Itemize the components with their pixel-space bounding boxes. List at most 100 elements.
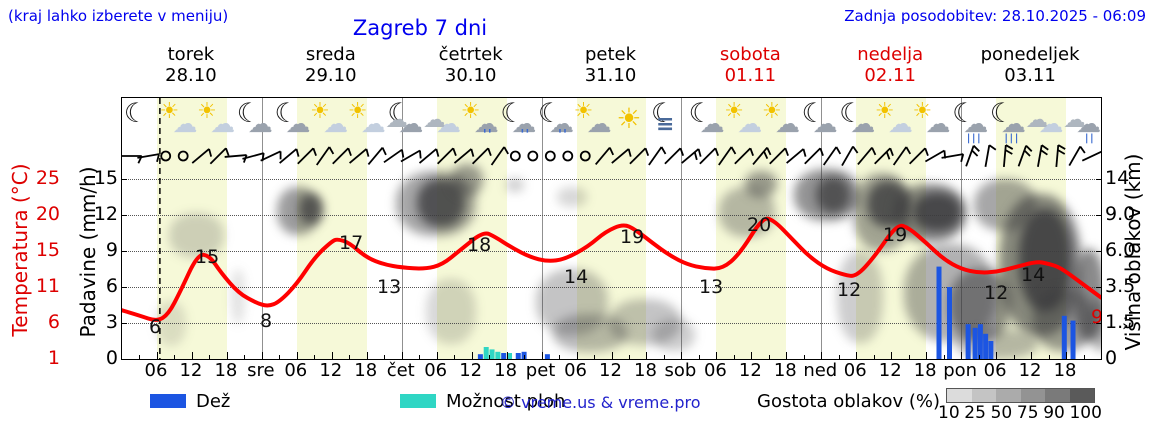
icon-part: ☀ bbox=[724, 99, 745, 124]
icon-part: ☁ bbox=[398, 109, 424, 138]
weather-icon-moon-rain-heavy: ☾ ☁ ||| bbox=[988, 100, 1026, 144]
day-header-text: 30.10 bbox=[444, 65, 497, 86]
wind-barb-tick bbox=[1040, 149, 1048, 156]
wind-barb-tick bbox=[697, 148, 702, 157]
rain-bar bbox=[972, 327, 978, 359]
precip-tick-label: 9 bbox=[105, 239, 118, 261]
wind-barb-tick bbox=[627, 148, 632, 157]
wind-barb bbox=[734, 147, 752, 165]
axis-tick-mark bbox=[821, 352, 823, 359]
hour-tick-label: 12 bbox=[599, 360, 622, 381]
wind-barb bbox=[857, 146, 873, 166]
temp-value-label: 6 bbox=[149, 316, 162, 338]
wind-barb-tick bbox=[905, 146, 912, 155]
daylight-band bbox=[156, 98, 227, 359]
showers-bar bbox=[489, 349, 495, 359]
icon-part: ☁ bbox=[172, 109, 198, 138]
axis-tick-mark bbox=[174, 355, 176, 359]
weather-icon-moon-cloud: ☾ ☁ bbox=[837, 100, 875, 144]
wind-barb-tick bbox=[852, 145, 859, 154]
wind-barb-tick bbox=[871, 147, 877, 156]
wind-barb-tick bbox=[988, 144, 997, 151]
wind-barb-tick bbox=[730, 146, 737, 155]
wind-barb-tick bbox=[924, 147, 929, 157]
precip-tick-label: 0 bbox=[105, 347, 118, 369]
wind-barb-tick bbox=[1005, 144, 1014, 150]
icon-part: ||| bbox=[966, 133, 983, 144]
daylight-band bbox=[436, 98, 507, 359]
axis-tick-mark bbox=[873, 355, 875, 359]
axis-tick-mark bbox=[349, 355, 351, 359]
cloud-tick-label: 1.5 bbox=[1105, 311, 1136, 333]
wind-barb bbox=[418, 148, 437, 164]
wind-barb bbox=[242, 152, 264, 160]
icon-part: ☀ bbox=[616, 102, 642, 135]
hour-tick-label: 12 bbox=[878, 360, 902, 381]
weather-icon-moon-rain-heavy: ☾ ☁ ||| bbox=[950, 100, 988, 144]
icon-part: ☁ bbox=[963, 109, 989, 138]
cloud-tick-label: 0 bbox=[1105, 347, 1118, 369]
wind-barb-tick bbox=[487, 147, 492, 157]
temp-tick-label: 25 bbox=[35, 167, 60, 189]
wind-calm-icon bbox=[177, 150, 189, 162]
cloud-shading-blob bbox=[426, 279, 476, 344]
wind-barb bbox=[1081, 150, 1101, 162]
hour-tick-label: 06 bbox=[144, 360, 168, 381]
day-boundary-line bbox=[681, 98, 683, 359]
wind-barb bbox=[924, 149, 945, 163]
wind-barb-tick bbox=[1025, 145, 1033, 152]
weather-icon-moon-rain: ☾ ☁ '' bbox=[498, 100, 536, 144]
hour-tick-label: 12 bbox=[1018, 360, 1042, 381]
day-header-text: 01.11 bbox=[724, 65, 777, 86]
temperature-curve bbox=[122, 216, 1101, 322]
wind-barb-tick bbox=[312, 147, 317, 157]
axis-tick-mark bbox=[559, 355, 561, 359]
axis-tick-mark bbox=[122, 251, 127, 252]
axis-tick-mark bbox=[751, 352, 753, 359]
hour-tick-label: 12 bbox=[319, 360, 343, 381]
axis-tick-mark bbox=[996, 352, 998, 359]
icon-part: ☁ bbox=[323, 109, 349, 138]
wind-barb bbox=[594, 146, 611, 166]
axis-tick-mark bbox=[733, 355, 735, 359]
wind-barb bbox=[648, 146, 663, 166]
rain-bar bbox=[477, 354, 483, 359]
density-swatch bbox=[1069, 389, 1094, 402]
day-header-text: nedelja bbox=[857, 44, 924, 65]
wind-barb-tick bbox=[156, 153, 160, 163]
icon-part: ☾ bbox=[500, 98, 525, 129]
density-swatch bbox=[996, 389, 1021, 402]
icon-part: ☀ bbox=[347, 99, 368, 124]
cloud-shading-blob bbox=[1089, 299, 1101, 351]
axis-tick-mark bbox=[209, 355, 211, 359]
precip-tick-label: 6 bbox=[105, 275, 118, 297]
icon-part: ☁ bbox=[285, 109, 311, 138]
rain-bar bbox=[501, 353, 507, 359]
icon-part: ☾ bbox=[839, 98, 864, 129]
axis-tick-mark bbox=[961, 352, 963, 359]
cloud-density-gradient bbox=[946, 388, 1095, 403]
axis-tick-mark bbox=[384, 355, 386, 359]
icon-part: ☾ bbox=[650, 98, 676, 129]
icon-part: ☾ bbox=[274, 98, 299, 129]
axis-tick-mark bbox=[296, 352, 298, 359]
temp-tick-label: 6 bbox=[47, 311, 60, 333]
wind-barb bbox=[224, 154, 247, 158]
grid-line bbox=[122, 179, 1101, 180]
axis-tick-mark bbox=[646, 352, 648, 359]
cloud-tick-label: 14 bbox=[1105, 167, 1130, 189]
wind-barb bbox=[965, 145, 975, 167]
axis-tick-mark bbox=[1066, 352, 1068, 359]
precip-tick-label: 3 bbox=[105, 311, 118, 333]
wind-barb-tick bbox=[328, 146, 335, 155]
wind-barb bbox=[437, 147, 454, 165]
axis-tick-mark bbox=[122, 215, 127, 216]
weather-icon-moon: ☾ bbox=[122, 100, 160, 144]
day-header: nedelja 02.11 bbox=[857, 44, 923, 86]
cloud-shading-blob bbox=[553, 314, 627, 352]
temp-tick-label: 11 bbox=[35, 275, 60, 297]
icon-part: ☁ bbox=[360, 109, 386, 138]
axis-tick-mark bbox=[279, 355, 281, 359]
copyright-link[interactable]: © vreme.us & vreme.pro bbox=[500, 393, 701, 412]
axis-tick-mark bbox=[454, 355, 456, 359]
